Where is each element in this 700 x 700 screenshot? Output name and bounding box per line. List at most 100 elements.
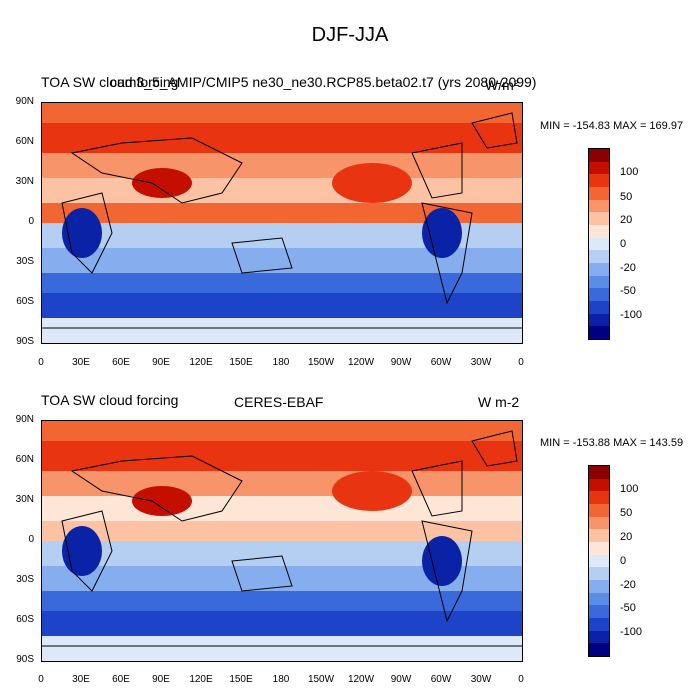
colorbar-label: -20 [620,579,636,591]
colorbar-label: -50 [620,285,636,297]
panel-center-title: cam3_5_AMIP/CMIP5 ne30_ne30.RCP85.beta02… [110,74,537,90]
panel-center-title: CERES-EBAF [234,394,324,410]
lon-tick: 90E [152,674,170,685]
lon-tick: 90E [152,357,170,368]
lat-tick: 30S [16,574,34,585]
colorbar [588,148,610,340]
lat-tick: 30N [15,494,34,505]
colorbar-swatch [589,579,609,593]
panel-left-title: TOA SW cloud forcing [41,74,179,90]
lon-tick: 120E [189,674,213,685]
colorbar-swatch [589,466,609,479]
lon-tick: 150W [307,357,335,368]
colorbar-label: 0 [620,555,627,567]
colorbar-swatch [589,288,609,301]
lat-tick: 60N [15,136,34,147]
lon-tick: 0 [38,357,44,368]
lon-tick: 0 [38,674,44,685]
lon-tick: 0 [518,357,524,368]
colorbar-swatch [589,554,609,568]
coastlines [42,112,522,329]
lon-tick: 30E [72,357,90,368]
colorbar-swatch [589,478,609,492]
colorbar-label: 50 [620,507,633,519]
colorbar-swatch [589,592,609,606]
colorbar-swatch [589,186,609,200]
colorbar-label: -100 [620,309,643,321]
colorbar-swatch [589,275,609,289]
colorbar-swatch [589,161,609,175]
colorbar-swatch [589,630,609,644]
colorbar-swatch [589,643,609,656]
colorbar-swatch [589,529,609,542]
colorbar-swatch [589,300,609,314]
colorbar-swatch [589,149,609,162]
lon-tick: 150E [229,674,253,685]
map-field [42,421,522,661]
colorbar-swatch [589,605,609,618]
lon-tick: 60E [112,357,130,368]
lon-tick: 150E [229,357,253,368]
panel-minmax: MIN = -153.88 MAX = 143.59 [540,437,684,449]
lat-tick: 90S [16,336,34,347]
colorbar-swatch [589,174,609,187]
colorbar-swatch [589,313,609,327]
lat-tick: 90S [16,654,34,665]
lat-tick: 60N [15,454,34,465]
lon-tick: 60W [430,674,452,685]
lat-tick: 30S [16,256,34,267]
lon-tick: 180 [272,674,290,685]
map-field [42,103,522,343]
panel-left-title: TOA SW cloud forcing [41,392,179,408]
colorbar-swatch [589,516,609,530]
colorbar [588,465,610,657]
map-panel [41,102,523,344]
coastlines [42,430,522,647]
lon-tick: 30W [470,674,492,685]
colorbar-label: -50 [620,602,636,614]
colorbar-swatch [589,503,609,517]
lat-tick: 90N [15,414,34,425]
lon-tick: 90W [390,674,412,685]
colorbar-swatch [589,541,609,555]
lon-tick: 120E [189,357,213,368]
lat-tick: 0 [28,534,34,545]
colorbar-swatch [589,326,609,339]
colorbar-swatch [589,567,609,580]
lat-tick: 0 [28,216,34,227]
lon-tick: 120W [347,674,375,685]
colorbar-label: 20 [620,214,633,226]
lon-tick: 30E [72,674,90,685]
lon-tick: 90W [390,357,412,368]
lon-tick: 150W [307,674,335,685]
colorbar-label: 100 [620,166,639,178]
lon-tick: 30W [470,357,492,368]
lat-tick: 30N [15,176,34,187]
panel-units: W/m² [485,77,519,93]
colorbar-label: 50 [620,191,633,203]
colorbar-label: -20 [620,262,636,274]
colorbar-swatch [589,224,609,238]
map-panel [41,420,523,662]
colorbar-label: 0 [620,238,627,250]
colorbar-swatch [589,237,609,251]
colorbar-label: 20 [620,531,633,543]
lon-tick: 120W [347,357,375,368]
lat-tick: 90N [15,96,34,107]
lon-tick: 60W [430,357,452,368]
colorbar-swatch [589,491,609,504]
figure-title: DJF-JJA [311,24,389,46]
lat-tick: 60S [16,296,34,307]
colorbar-swatch [589,250,609,263]
panel-units: W m-2 [478,394,520,410]
colorbar-swatch [589,212,609,225]
lat-tick: 60S [16,614,34,625]
lon-tick: 180 [272,357,290,368]
lon-tick: 0 [518,674,524,685]
panel-minmax: MIN = -154.83 MAX = 169.97 [540,120,684,132]
colorbar-swatch [589,617,609,631]
colorbar-swatch [589,199,609,213]
colorbar-label: 100 [620,483,639,495]
colorbar-label: -100 [620,626,643,638]
lon-tick: 60E [112,674,130,685]
